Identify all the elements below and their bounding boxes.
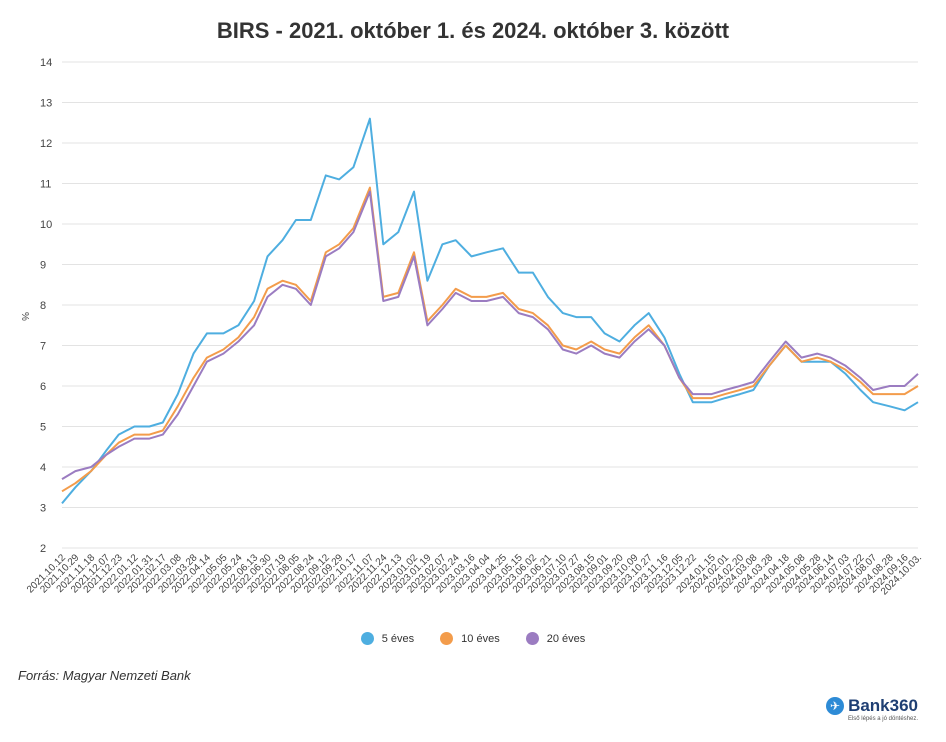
y-tick-label: 4	[40, 462, 46, 474]
y-axis-label: %	[19, 312, 30, 321]
series-line-20-éves	[61, 190, 919, 480]
y-tick-label: 11	[40, 179, 51, 191]
y-tick-label: 7	[40, 341, 46, 353]
bank360-logo-icon: ✈	[826, 697, 845, 715]
source-note: Forrás: Magyar Nemzeti Bank	[18, 668, 191, 683]
chart-title: BIRS - 2021. október 1. és 2024. október…	[216, 18, 730, 43]
series-line-10-éves	[61, 186, 919, 493]
y-tick-label: 3	[40, 503, 46, 515]
y-tick-label: 2	[40, 543, 46, 555]
y-tick-label: 6	[40, 381, 46, 393]
x-axis-ticks: 2021.10.122021.10.292021.11.182021.12.07…	[25, 552, 924, 597]
legend-label: 5 éves	[381, 632, 415, 645]
y-tick-label: 5	[40, 422, 46, 434]
legend-item: 10 éves	[440, 632, 500, 645]
grid-layer	[62, 61, 918, 549]
y-tick-label: 10	[40, 219, 52, 231]
y-tick-label: 8	[40, 300, 46, 312]
y-tick-label: 13	[40, 98, 52, 110]
legend-label: 10 éves	[461, 632, 500, 645]
y-tick-label: 14	[40, 57, 52, 69]
logo-name: Bank360	[848, 696, 918, 715]
series-layer	[61, 117, 919, 505]
y-axis-ticks: 2 3 4 5 6 7 8 9 10 11 12 13 14	[40, 57, 52, 555]
logo-tagline: Első lépés a jó döntéshez.	[847, 716, 918, 722]
legend-item: 20 éves	[525, 632, 586, 645]
legend-swatch	[525, 632, 539, 645]
y-tick-label: 9	[40, 260, 46, 272]
legend-swatch	[440, 632, 454, 645]
legend-swatch	[360, 632, 374, 645]
legend-item: 5 éves	[360, 632, 415, 645]
legend-label: 20 éves	[546, 632, 586, 645]
bank360-logo: ✈ Bank360 Első lépés a jó döntéshez.	[826, 696, 918, 722]
legend: 5 éves 10 éves 20 éves	[0, 632, 946, 645]
y-tick-label: 12	[40, 138, 52, 150]
series-line-5-éves	[61, 117, 919, 505]
